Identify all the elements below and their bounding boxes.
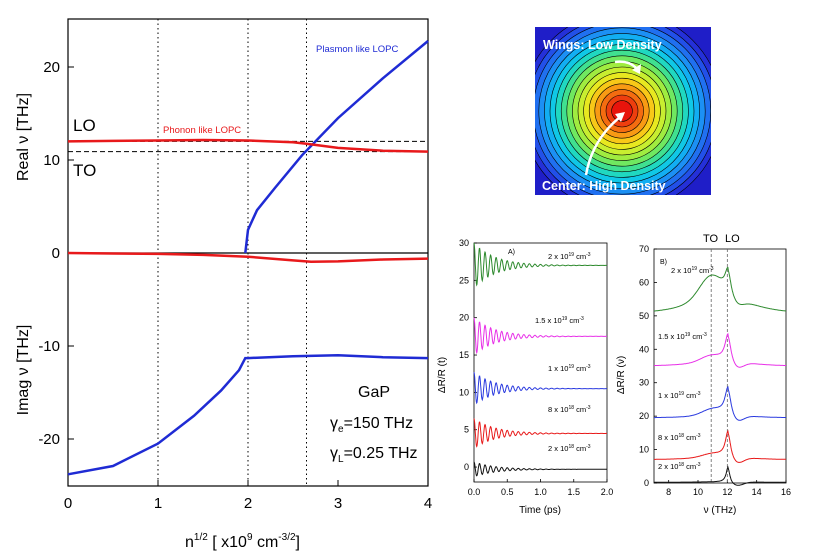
panel-a-y-tick-label: 5 (464, 425, 469, 435)
panel-b-x-label: ν (THz) (704, 505, 737, 516)
panel-b-density-label: 1.5 x 1019 cm-3 (658, 332, 707, 341)
panel-a-y-tick-label: 25 (459, 275, 469, 285)
panel-b-y-tick-label: 40 (639, 344, 649, 354)
main-plot: 0 1 2 3 4 0 10 20 -10 -20 LO TO Plasmon like LOPC… (15, 18, 432, 551)
panel-a-x-label: Time (ps) (519, 505, 561, 516)
lower-y-axis-label: Imag ν [THz] (15, 325, 32, 416)
panel-b-y-tick-label: 0 (644, 478, 649, 488)
panel-b-density-labels: 2 x 1019 cm-3 1.5 x 1019 cm-3 1 x 1019 cm-… (658, 266, 714, 471)
panel-b-x-tick-label: 8 (666, 487, 671, 497)
center-arrow (584, 116, 621, 176)
wings-arrow-head (632, 64, 641, 74)
panel-a-density-label: 2 x 1018 cm-3 (548, 444, 591, 453)
panel-b-y-tick-label: 50 (639, 311, 649, 321)
x-tick-label: 1 (154, 495, 162, 512)
panel-a-density-label: 1.5 x 1019 cm-3 (535, 316, 584, 325)
panel-b-y-tick-label: 60 (639, 277, 649, 287)
panel-a-trace (473, 317, 607, 355)
panel-a-x-tick-label: 1.0 (534, 487, 547, 497)
material-label: GaP (358, 384, 390, 401)
panel-a-x-tick-label: 1.5 (567, 487, 580, 497)
phonon-curve (67, 138, 429, 153)
panel-b-x-tick-label: 10 (693, 487, 703, 497)
panel-a-letter: A) (508, 249, 515, 256)
panel-b-ticks: 8 10 12 14 16 0 10 20 30 40 50 60 70 (639, 244, 791, 497)
x-tick-label: 2 (244, 495, 252, 512)
center-arrow-head (615, 112, 625, 122)
phonon-label: Phonon like LOPC (163, 125, 241, 136)
panel-b-to-label: TO (703, 233, 719, 245)
lower-y-tick-label: -20 (38, 431, 60, 448)
panel-a-density-label: 1 x 1019 cm-3 (548, 364, 591, 373)
panel-a-trace (473, 418, 607, 448)
panel-b-spectrum (654, 266, 786, 312)
panel-b-y-tick-label: 30 (639, 378, 649, 388)
upper-y-axis-label: Real ν [THz] (15, 93, 32, 181)
panel-b-spectrum (654, 385, 786, 421)
panel-a-y-tick-label: 30 (459, 238, 469, 248)
center-label: Center: High Density (542, 179, 666, 193)
panel-a-density-labels: 2 x 1019 cm-3 1.5 x 1019 cm-3 1 x 1019 cm-… (535, 252, 591, 453)
panel-b-density-label: 1 x 1019 cm-3 (658, 391, 701, 400)
main-x-axis-label: n1/2 [ x109 cm-3/2] (185, 532, 300, 551)
lo-label: LO (73, 116, 96, 135)
panel-b-spectrum (654, 332, 786, 368)
panel-b-curves (654, 266, 786, 486)
panel-b-y-tick-label: 20 (639, 411, 649, 421)
panel-a-curves (473, 242, 607, 477)
panel-b-y-label: ΔR/R (ν) (616, 356, 627, 394)
x-tick-label: 3 (334, 495, 342, 512)
panel-a-x-tick-label: 2.0 (601, 487, 614, 497)
panel-a-x-tick-label: 0.5 (501, 487, 514, 497)
upper-y-tick-label: 10 (43, 152, 60, 169)
plasmon-label: Plasmon like LOPC (316, 44, 399, 55)
panel-b-x-tick-label: 14 (752, 487, 762, 497)
wings-label: Wings: Low Density (543, 38, 662, 52)
panel-b-spectrum (654, 429, 786, 463)
panel-a-y-tick-label: 10 (459, 387, 469, 397)
panel-b-letter: B) (660, 259, 667, 266)
lower-y-tick-label: -10 (38, 338, 60, 355)
panel-b-reference-lines (710, 249, 728, 483)
imag-phonon-curve (67, 251, 429, 264)
upper-y-tick-label: 0 (52, 245, 60, 262)
panel-a-trace (473, 461, 607, 477)
panel-b-x-tick-label: 16 (781, 487, 791, 497)
upper-y-tick-label: 20 (43, 59, 60, 76)
to-label: TO (73, 161, 96, 180)
x-tick-label: 0 (64, 495, 72, 512)
plasmon-curve (244, 40, 429, 254)
panel-b-density-label: 2 x 1019 cm-3 (671, 266, 714, 275)
panel-b-y-tick-label: 10 (639, 445, 649, 455)
imag-plasmon-curve (67, 354, 429, 476)
panel-a-y-tick-label: 20 (459, 313, 469, 323)
panel-b-y-tick-label: 70 (639, 244, 649, 254)
panel-b-x-tick-label: 12 (722, 487, 732, 497)
panel-a-ticks: 0.0 0.5 1.0 1.5 2.0 0 5 10 15 20 25 30 (459, 238, 613, 497)
panel-a-y-label: ΔR/R (t) (437, 357, 448, 393)
panel-a-trace (473, 372, 607, 405)
x-tick-label: 4 (424, 495, 432, 512)
gamma-e-label: γe=150 THz (330, 415, 413, 435)
density-contour-rings (535, 27, 711, 195)
panel-b-spectrum (654, 465, 786, 486)
panel-b-lo-label: LO (725, 233, 740, 245)
panel-b-frame (653, 248, 787, 484)
main-curves (67, 40, 429, 476)
panel-b: 8 10 12 14 16 0 10 20 30 40 50 60 70 B) 2 x 1019 cm-… (616, 233, 791, 516)
density-image: Wings: Low Density Center: High Density (535, 27, 711, 195)
panel-b-density-label: 8 x 1018 cm-3 (658, 433, 701, 442)
panel-a-trace (473, 242, 607, 287)
panel-a-density-label: 8 x 1018 cm-3 (548, 405, 591, 414)
panel-a-x-tick-label: 0.0 (468, 487, 481, 497)
panel-a: 0.0 0.5 1.0 1.5 2.0 0 5 10 15 20 25 30 A) 2 x 1019 … (437, 238, 613, 516)
panel-a-density-label: 2 x 1019 cm-3 (548, 252, 591, 261)
panel-a-y-tick-label: 15 (459, 350, 469, 360)
panel-b-density-label: 2 x 1018 cm-3 (658, 462, 701, 471)
gamma-l-label: γL=0.25 THz (330, 445, 418, 465)
panel-a-y-tick-label: 0 (464, 462, 469, 472)
